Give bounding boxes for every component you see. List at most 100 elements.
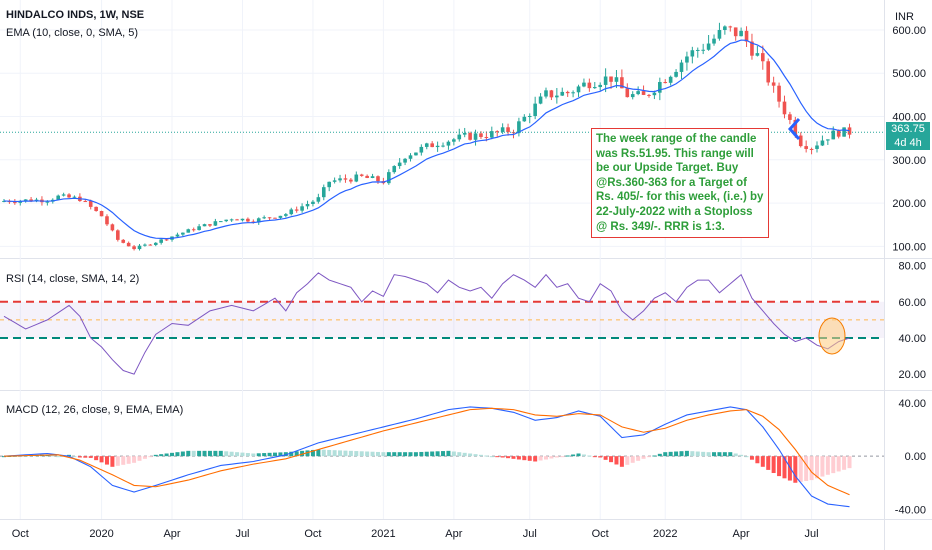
- candle-body: [468, 132, 472, 140]
- macd-histogram-bar: [446, 450, 451, 457]
- macd-histogram-bar: [67, 454, 72, 457]
- candle-body: [582, 82, 586, 87]
- candle-body: [576, 86, 581, 93]
- macd-histogram-bar: [403, 452, 408, 457]
- candle-body: [490, 131, 494, 138]
- candle-body: [668, 76, 673, 83]
- macd-histogram-bar: [370, 451, 375, 457]
- macd-histogram-bar: [164, 453, 169, 457]
- macd-histogram-bar: [343, 450, 348, 457]
- candle-body: [831, 130, 836, 140]
- macd-pane[interactable]: [0, 406, 884, 508]
- candle-body: [815, 145, 819, 149]
- macd-histogram-bar: [690, 451, 695, 457]
- macd-histogram-bar: [831, 456, 836, 474]
- price-tick-label: 300.00: [892, 155, 926, 167]
- trade-note-annotation[interactable]: The week range of the candle was Rs.51.9…: [591, 128, 769, 239]
- macd-histogram-bar: [413, 452, 418, 457]
- candle-body: [294, 209, 299, 211]
- macd-histogram-bar: [327, 449, 332, 457]
- macd-histogram-bar: [777, 456, 782, 477]
- candle-body: [94, 206, 98, 212]
- macd-histogram-bar: [484, 455, 489, 457]
- axes: Oct 2020 Apr Jul Oct 2021 Apr Jul Oct 2022 Apr Jul 1…: [12, 25, 926, 540]
- candle-body: [565, 91, 570, 94]
- candle-body: [397, 162, 402, 167]
- macd-histogram-bar: [375, 451, 380, 457]
- macd-histogram-bar: [235, 452, 240, 457]
- macd-histogram-bar: [153, 454, 158, 457]
- candle-body: [820, 140, 825, 146]
- macd-histogram-bar: [533, 456, 538, 462]
- macd-histogram-bar: [245, 453, 250, 457]
- macd-line: [3, 406, 850, 508]
- candle-body: [300, 206, 304, 211]
- macd-histogram-bar: [549, 456, 554, 459]
- candle-body: [224, 219, 229, 222]
- macd-histogram-bar: [451, 451, 456, 457]
- candle-body: [164, 239, 169, 241]
- ema-legend[interactable]: EMA (10, close, 0, SMA, 5): [6, 27, 139, 39]
- candle-body: [755, 53, 760, 56]
- candle-body: [620, 77, 624, 89]
- candle-body: [289, 209, 294, 215]
- macd-histogram-bar: [348, 450, 353, 457]
- candle-body: [110, 224, 115, 231]
- candle-body: [761, 53, 765, 62]
- rsi-legend[interactable]: RSI (14, close, SMA, 14, 2): [6, 273, 140, 285]
- rsi-pane[interactable]: [0, 272, 884, 375]
- candle-body: [137, 245, 142, 250]
- rsi-line: [3, 272, 850, 375]
- macd-histogram-bar: [739, 454, 744, 457]
- macd-histogram-bar: [310, 449, 315, 457]
- macd-histogram-bar: [132, 456, 137, 463]
- candle-body: [267, 217, 272, 219]
- macd-histogram-bar: [202, 450, 207, 457]
- candle-body: [452, 139, 456, 142]
- candle-body: [256, 218, 261, 223]
- x-tick-label: Apr: [163, 528, 180, 540]
- candle-body: [88, 201, 93, 207]
- candle-body: [728, 26, 733, 28]
- price-pane[interactable]: [0, 22, 884, 251]
- macd-histogram-bar: [522, 456, 527, 461]
- macd-histogram-bar: [240, 452, 245, 457]
- candle-body: [343, 178, 348, 180]
- candle-body: [598, 84, 602, 88]
- candle-body: [121, 239, 126, 243]
- macd-histogram-bar: [560, 456, 565, 458]
- macd-histogram-bar: [619, 456, 624, 467]
- macd-histogram-bar: [527, 456, 532, 461]
- candle-body: [311, 201, 315, 205]
- macd-tick-label: 0.00: [905, 451, 926, 463]
- price-tick-label: 400.00: [892, 112, 926, 124]
- macd-histogram-bar: [218, 450, 223, 457]
- x-tick-label: Jul: [235, 528, 249, 540]
- x-tick-label: 2022: [653, 528, 677, 540]
- bar-countdown-badge: 4d 4h: [886, 136, 930, 150]
- candle-body: [473, 133, 478, 140]
- macd-histogram-bar: [50, 455, 55, 457]
- macd-histogram-bar: [316, 449, 321, 457]
- macd-histogram-bar: [99, 456, 104, 463]
- macd-histogram-bar: [749, 456, 754, 460]
- candle-body: [484, 136, 489, 138]
- candle-body: [240, 218, 245, 221]
- chevron-marker-icon: [787, 117, 801, 141]
- candle-body: [793, 119, 798, 136]
- candle-body: [316, 197, 321, 202]
- macd-histogram-bar: [760, 456, 765, 467]
- macd-histogram-bar: [83, 456, 88, 458]
- macd-histogram-bar: [88, 456, 93, 458]
- candle-body: [29, 199, 33, 202]
- macd-legend[interactable]: MACD (12, 26, close, 9, EMA, EMA): [6, 404, 184, 416]
- macd-histogram-bar: [175, 452, 180, 457]
- candle-body: [213, 221, 218, 226]
- candle-body: [457, 134, 462, 140]
- candle-body: [560, 91, 565, 96]
- macd-histogram-bar: [186, 450, 191, 457]
- macd-histogram-bar: [668, 451, 673, 457]
- candle-body: [392, 166, 397, 173]
- candle-body: [462, 132, 467, 135]
